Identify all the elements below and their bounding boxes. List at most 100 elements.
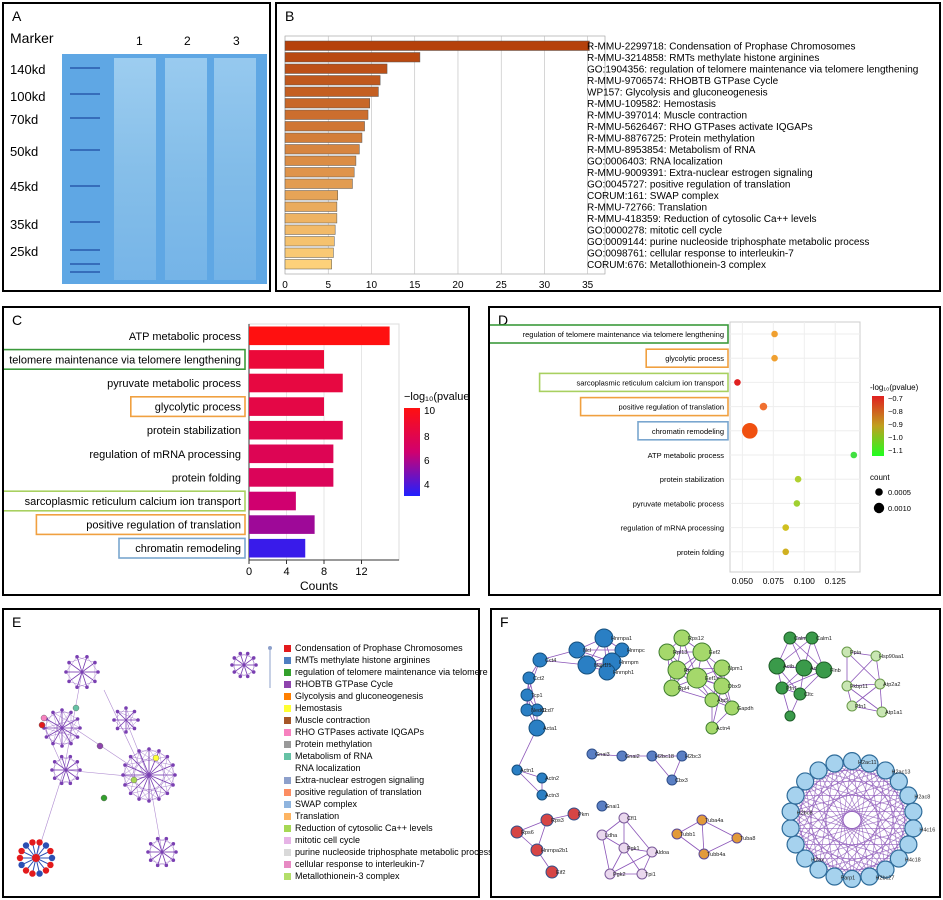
ppi-node	[522, 671, 536, 685]
network-edge	[76, 656, 83, 673]
highlight-box	[637, 421, 729, 441]
category-label: CORUM:676: Metallothionein-3 complex	[587, 260, 766, 271]
ppi-node-label: Eef2	[709, 650, 720, 656]
ppi-node	[686, 667, 708, 689]
legend-item: Protein methylation	[284, 738, 507, 750]
network-node	[164, 836, 169, 841]
legend-label: Reduction of cytosolic Ca++ levels	[295, 823, 433, 833]
x-tick-label: 0.075	[763, 576, 785, 586]
legend-item: Reduction of cytosolic Ca++ levels	[284, 822, 507, 834]
ppi-node	[577, 655, 597, 675]
legend-swatch	[284, 836, 291, 844]
network-node	[75, 759, 80, 764]
network-node	[85, 685, 89, 690]
network-node	[75, 654, 79, 659]
ppi-node	[594, 628, 614, 648]
category-label: sarcoplasmic reticulum calcium ion trans…	[25, 496, 241, 508]
ppi-node-label: Eif2	[556, 870, 565, 876]
ppi-node	[876, 860, 895, 879]
ppi-node	[860, 867, 879, 886]
ppi-node-label: Cbx3	[675, 778, 688, 784]
legend-label: Extra-nuclear estrogen signaling	[295, 775, 425, 785]
ppi-edge	[804, 770, 819, 859]
legend-swatch	[284, 824, 291, 832]
network-node	[67, 679, 71, 684]
network-edge	[46, 727, 81, 738]
highlight-box	[645, 348, 729, 369]
ppi-edge	[846, 651, 881, 685]
network-edge	[157, 838, 163, 853]
category-label: WP157: Glycolysis and gluconeogenesis	[587, 88, 768, 99]
network-edge	[161, 843, 174, 853]
ppi-node-label: Rpl4	[678, 686, 689, 692]
ppi-node	[698, 848, 710, 860]
ppi-edge	[701, 819, 705, 855]
network-node	[230, 663, 234, 667]
ppi-node-label: Actn4	[716, 726, 730, 732]
ppi-node	[704, 692, 720, 708]
network-node	[68, 754, 73, 759]
network-node	[123, 763, 127, 767]
ppi-node-label: Npm1	[728, 666, 743, 672]
x-tick-label: 0	[282, 280, 288, 288]
ppi-edge	[818, 770, 870, 877]
ppi-node-label: H2ac8	[914, 795, 930, 801]
network-node	[78, 726, 82, 730]
network-node	[52, 759, 57, 764]
network-edge	[46, 718, 63, 729]
ppi-node-label: Ppia	[850, 650, 862, 656]
bar	[284, 75, 381, 86]
ppi-node	[618, 842, 630, 854]
network-edge	[239, 653, 245, 666]
ppi-node-label: Pkm	[578, 812, 589, 818]
category-label: GO:0009144: purine nucleoside triphospha…	[587, 237, 869, 248]
panel-label-c: C	[12, 312, 23, 328]
legend-label: Condensation of Prophase Chromosomes	[295, 643, 463, 653]
ppi-node	[870, 650, 882, 662]
network-node	[51, 710, 55, 715]
ppi-edge	[795, 763, 835, 845]
dot	[793, 500, 801, 507]
ppi-edge	[869, 795, 909, 877]
ppi-node-label: Actb	[783, 664, 794, 670]
category-label: regulation of mRNA processing	[621, 524, 724, 533]
ppi-node	[842, 869, 862, 888]
ppi-node	[889, 849, 908, 868]
ppi-node-label: H2bc18	[655, 754, 674, 760]
ppi-node	[696, 814, 708, 826]
ppi-edge	[790, 811, 853, 880]
ppi-edge	[818, 770, 914, 829]
network-node	[85, 654, 89, 659]
legend-tick: 10	[424, 406, 436, 417]
network-node	[29, 870, 36, 877]
legend-tick: −0.9	[888, 420, 903, 429]
legend-item: Translation	[284, 810, 507, 822]
network-node	[121, 773, 125, 777]
ppi-node	[796, 849, 815, 868]
ppi-node	[775, 681, 789, 695]
category-label: glycolytic process	[665, 354, 724, 363]
ppi-node-label: Nap1l1	[594, 663, 611, 669]
network-node	[232, 670, 237, 674]
ppi-node-label: Hnrnpm	[619, 660, 639, 666]
category-label: protein stabilization	[147, 425, 241, 437]
legend-swatch	[284, 692, 291, 700]
network-node	[42, 842, 50, 849]
network-edge	[81, 656, 88, 673]
network-node	[115, 726, 120, 731]
network-node	[157, 797, 161, 801]
ppi-node	[904, 802, 923, 821]
network-node	[245, 651, 250, 656]
dot	[794, 475, 802, 483]
ppi-node	[636, 868, 648, 880]
network-node	[42, 867, 50, 874]
legend-item: positive regulation of translation	[284, 786, 507, 798]
category-label: regulation of mRNA processing	[89, 449, 241, 461]
ppi-node	[713, 659, 731, 677]
gel-image	[62, 54, 267, 284]
bar	[284, 224, 336, 235]
network-edge	[130, 756, 150, 776]
network-node	[148, 841, 153, 846]
dot	[742, 423, 758, 439]
ppi-edge	[851, 811, 914, 880]
